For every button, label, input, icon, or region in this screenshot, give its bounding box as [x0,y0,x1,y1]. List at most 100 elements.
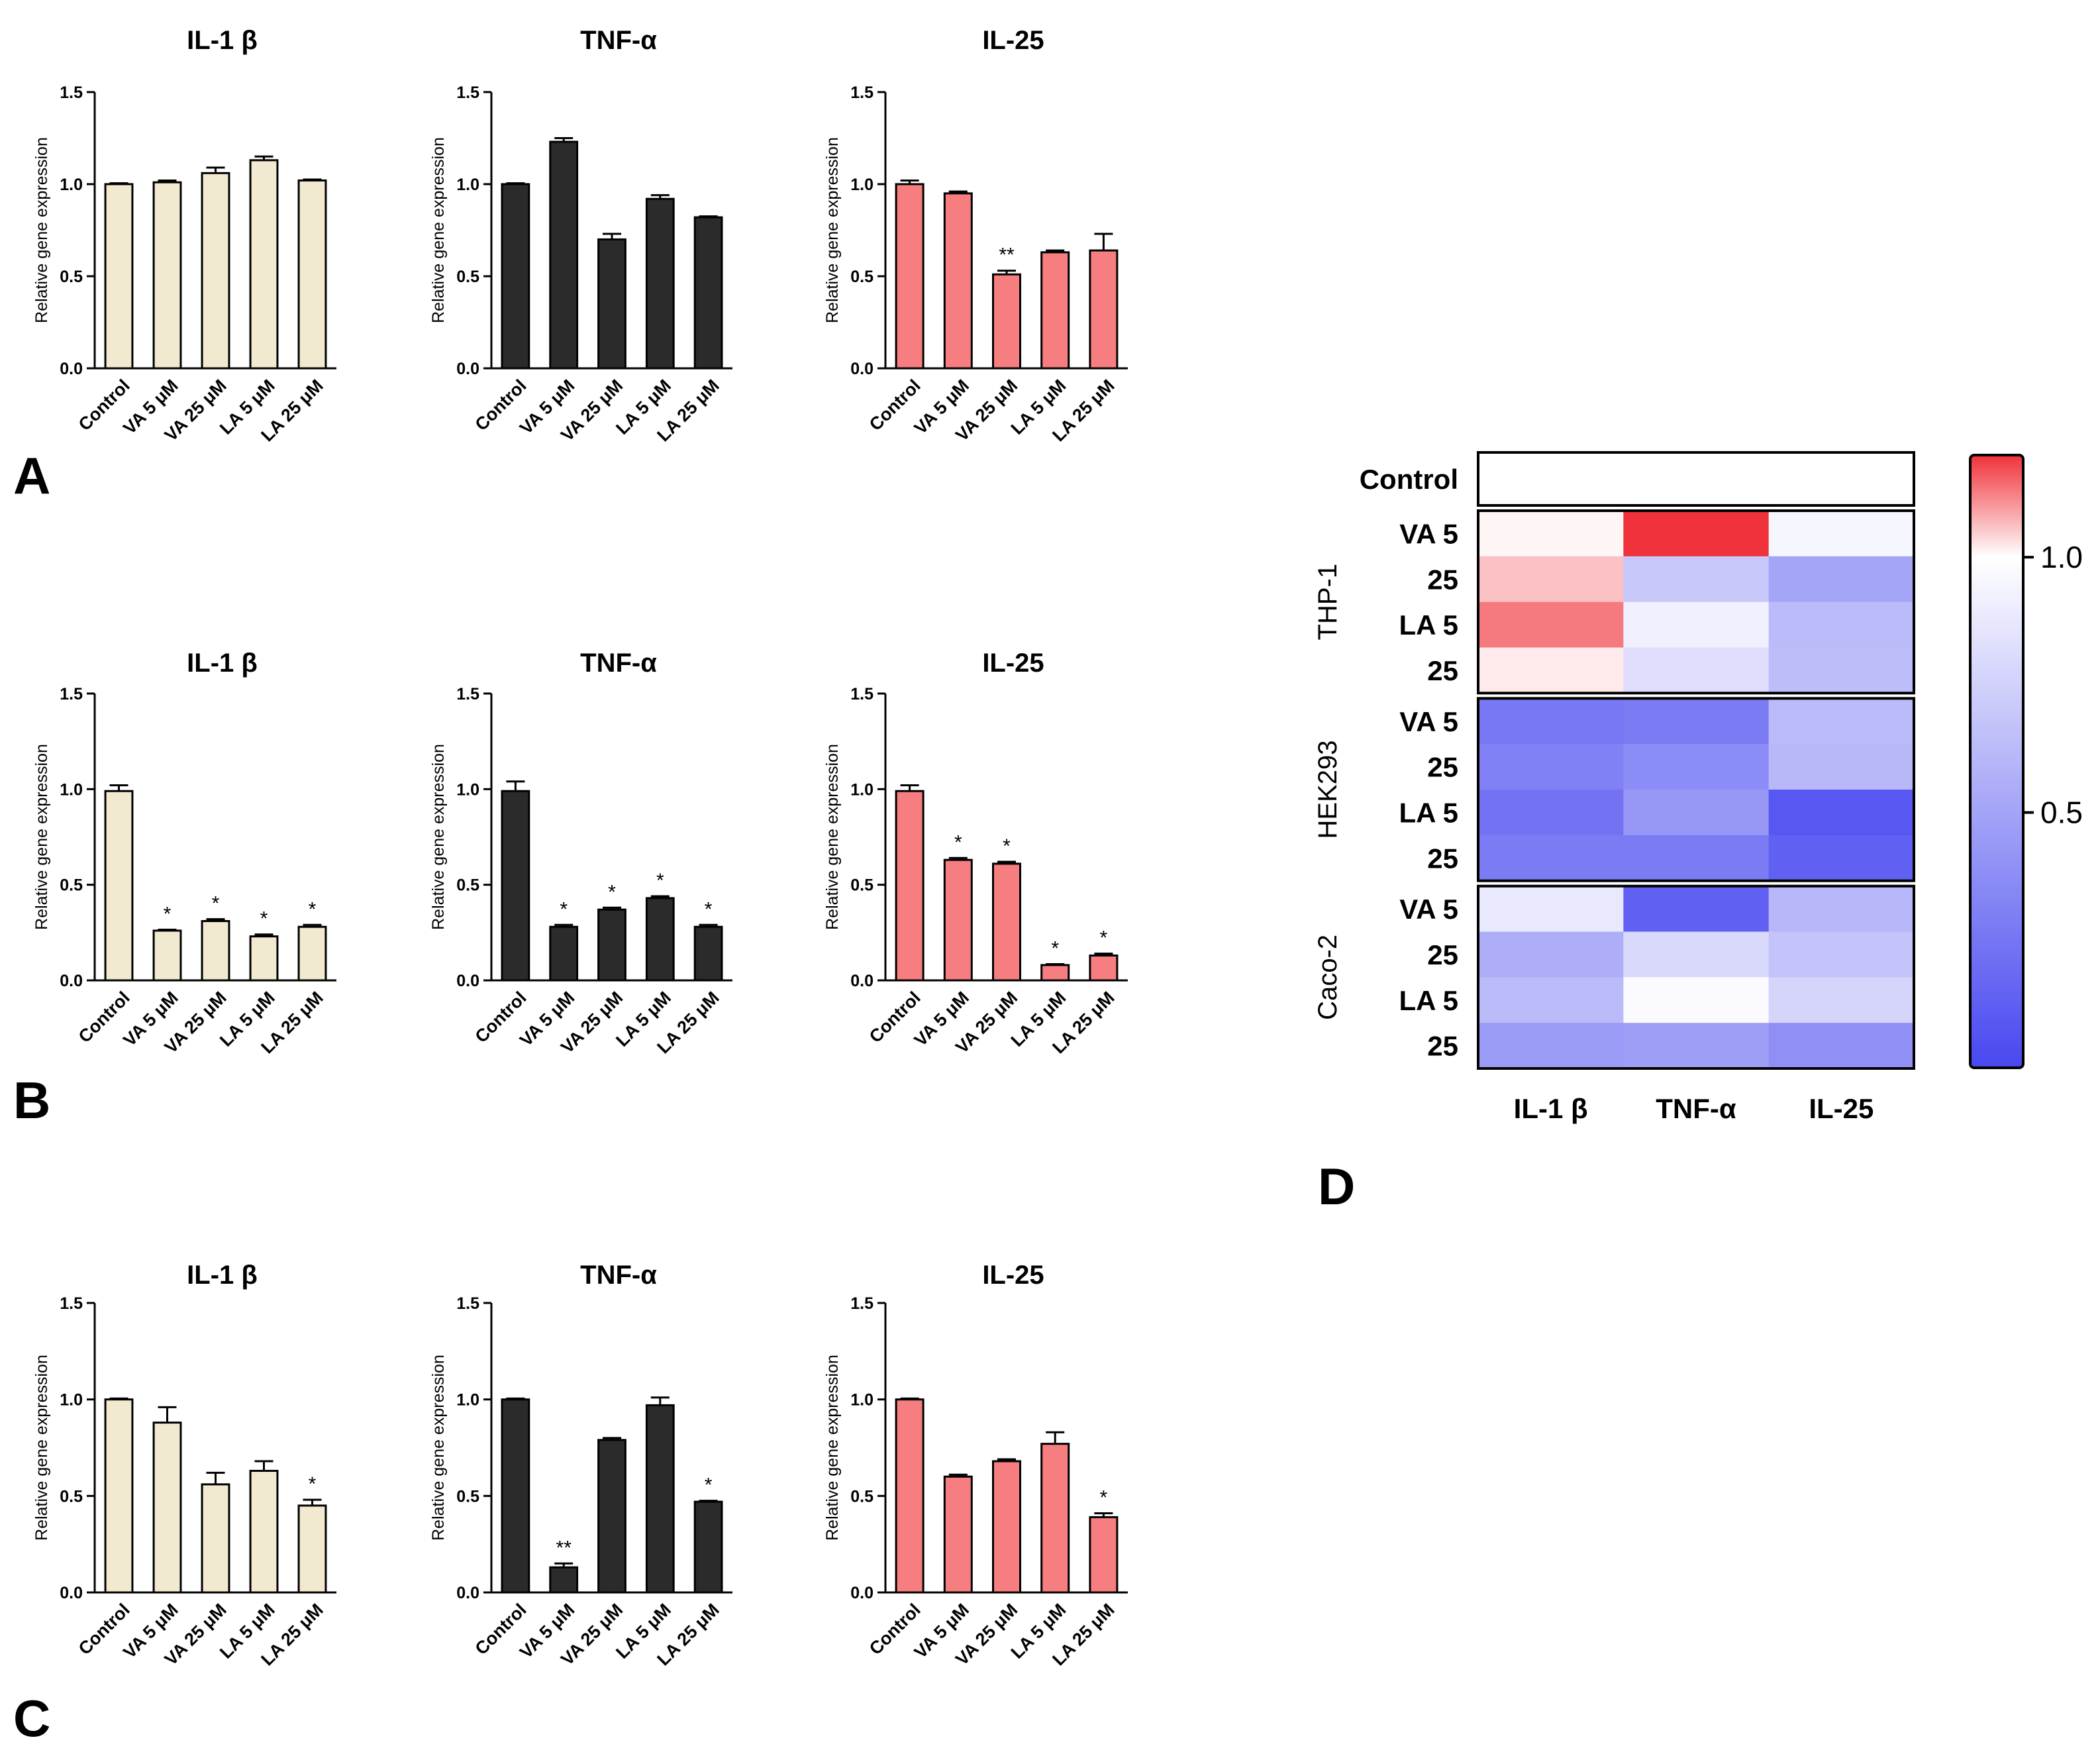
y-axis-label: Relative gene expression [32,744,51,930]
heatmap-column-label: IL-1 β [1514,1093,1588,1124]
heatmap-row-label: LA 5 [1399,609,1458,641]
heatmap-cell [1623,835,1770,882]
y-tick-label: 1.5 [850,83,874,102]
y-tick-label: 0.5 [456,876,479,895]
y-axis-label: Relative gene expression [429,1355,448,1541]
chart-title: IL-25 [982,648,1044,678]
heatmap-cell [1623,511,1770,557]
chart-title: IL-1 β [187,1261,258,1290]
heatmap-cell [1768,1023,1915,1069]
y-tick-label: 0.0 [850,972,874,990]
bar [895,183,925,370]
significance-marker: * [1051,937,1059,959]
y-tick-label: 1.5 [60,83,83,102]
y-tick-label: 0.0 [456,972,479,990]
bar [1040,1443,1070,1594]
significance-marker: * [608,881,616,903]
heatmap-row-label: VA 5 [1399,518,1458,549]
bar [693,1500,723,1594]
y-tick-label: 0.0 [850,1584,874,1602]
y-axis-label: Relative gene expression [823,1355,842,1541]
y-tick-label: 0.5 [456,268,479,286]
y-tick-label: 0.0 [60,1584,83,1602]
y-axis-label: Relative gene expression [429,137,448,323]
bar [1089,954,1119,982]
bar [104,1398,134,1594]
bar [597,908,626,982]
heatmap-control-label: Control [1360,464,1458,495]
y-tick-label: 0.5 [850,876,874,895]
bar [549,925,579,982]
heatmap-group-border [1477,697,1915,882]
y-tick-label: 1.5 [456,1294,479,1313]
y-tick-label: 0.5 [60,268,83,286]
y-tick-label: 1.0 [850,1391,874,1410]
heatmap-cell [1623,1023,1770,1069]
significance-marker: * [954,831,962,853]
heatmap-row-label: 25 [1427,752,1458,783]
bar [597,238,626,370]
heatmap-row-label: 25 [1427,655,1458,686]
bar [104,790,134,982]
chart-a-il1b: IL-1 β 0.0 0.5 1.0 1.5 Relative gene expressi… [32,26,336,445]
chart-b-tnfa: TNF-α 0.0 0.5 1.0 1.5 Relative gene expressio… [429,648,732,1057]
heatmap-row-label: 25 [1427,564,1458,595]
heatmap-cell [1768,931,1915,978]
bar [201,1483,230,1594]
bar [501,183,530,370]
bar [895,1398,925,1594]
heatmap-row-label: 25 [1427,939,1458,970]
bar [992,1460,1021,1594]
heatmap-group-border [1477,509,1915,695]
panel-label-b: B [13,1071,50,1129]
heatmap-row-label: 25 [1427,843,1458,874]
bar [549,1566,579,1594]
y-axis-label: Relative gene expression [823,137,842,323]
y-tick-label: 1.0 [60,1391,83,1410]
significance-marker: * [260,908,268,930]
y-tick-label: 1.5 [456,685,479,703]
bar [992,273,1021,370]
panel-label-c: C [13,1689,50,1747]
heatmap-row-label: VA 5 [1399,706,1458,737]
heatmap-group-label: HEK293 [1313,741,1342,839]
y-tick-label: 1.0 [456,1391,479,1410]
significance-marker: * [164,904,172,925]
heatmap-cell [1768,698,1915,745]
y-tick-label: 0.0 [60,360,83,378]
y-tick-label: 1.5 [60,685,83,703]
heatmap-row-label: VA 5 [1399,894,1458,925]
heatmap-cell [1478,790,1624,836]
bar [152,181,182,370]
bar [104,183,134,370]
chart-c-tnfa: TNF-α 0.0 0.5 1.0 1.5 Relative gene expressio… [429,1261,732,1669]
y-tick-label: 1.0 [850,176,874,194]
chart-c-il1b: IL-1 β 0.0 0.5 1.0 1.5 Relative gene expressi… [32,1261,336,1669]
significance-marker: * [1100,1487,1108,1509]
heatmap-cell [1768,977,1915,1023]
bar [943,192,973,370]
bar [693,216,723,370]
y-tick-label: 1.5 [456,83,479,102]
bar [645,1404,675,1594]
heatmap-group-label: THP-1 [1313,564,1342,641]
heatmap-row-label: 25 [1427,1031,1458,1062]
chart-title: IL-25 [982,26,1044,55]
heatmap-cell [1478,601,1624,648]
heatmap-cell [1478,1023,1624,1069]
heatmap-cell [1478,886,1624,932]
y-tick-label: 1.0 [850,780,874,799]
significance-marker: ** [999,244,1015,266]
bar [549,140,579,370]
panel-label-a: A [13,446,50,505]
colorbar [1969,454,2025,1069]
significance-marker: * [656,870,664,892]
y-tick-label: 0.5 [456,1487,479,1506]
colorbar-tick-label: 1.0 [2040,540,2083,574]
significance-marker: * [309,1473,317,1495]
y-tick-label: 1.5 [850,1294,874,1313]
bar [297,179,327,370]
heatmap-group-border [1477,884,1915,1070]
